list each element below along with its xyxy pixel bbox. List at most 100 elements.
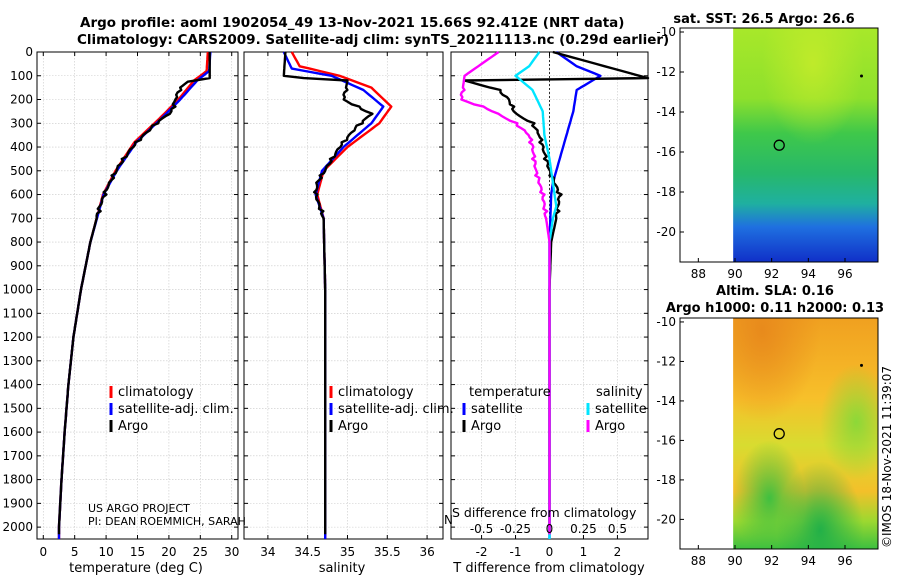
x-tick-label: 34.5 bbox=[294, 545, 321, 559]
depth-tick-label: 2000 bbox=[2, 520, 33, 534]
depth-tick-label: 0 bbox=[25, 45, 33, 59]
salinity-diff-ticks: -0.5 -0.25 0 0.25 0.5 bbox=[470, 522, 627, 536]
x-tick-label: 1 bbox=[580, 545, 588, 559]
secondary-tick-label: -0.25 bbox=[500, 522, 531, 536]
profile-location-marker bbox=[773, 428, 785, 440]
map-x-tick-label: 94 bbox=[801, 267, 816, 281]
x-tick-label: 2 bbox=[614, 545, 622, 559]
secondary-tick-label: 0 bbox=[546, 522, 554, 536]
profile-location-marker bbox=[773, 139, 785, 151]
imos-credit: ©IMOS 18-Nov-2021 11:39:07 bbox=[880, 365, 894, 548]
axes-frame bbox=[243, 51, 444, 540]
figure-title-line1: Argo profile: aoml 1902054_49 13-Nov-202… bbox=[80, 15, 625, 31]
map-x-tick-label: 96 bbox=[837, 554, 852, 568]
map-y-tick-label: -12 bbox=[656, 354, 676, 368]
series-satellite-adj-clim--line bbox=[57, 51, 212, 539]
map-x-tick-label: 92 bbox=[764, 554, 779, 568]
depth-tick-label: 300 bbox=[10, 116, 33, 130]
map-y-tick-label: -14 bbox=[656, 394, 676, 408]
legend-argo-label: Argo bbox=[118, 419, 148, 434]
series-satellite-adj-clim--line bbox=[282, 51, 385, 539]
depth-tick-label: 200 bbox=[10, 93, 33, 107]
legend-satellite-adj-label: satellite-adj. clim. bbox=[118, 402, 234, 417]
map-field-overlay bbox=[733, 318, 878, 549]
island-marker bbox=[860, 363, 863, 367]
legend3-temperature-heading: temperature bbox=[469, 385, 551, 400]
map-y-tick-label: -20 bbox=[656, 512, 676, 526]
depth-tick-label: 1000 bbox=[2, 283, 33, 297]
map-x-tick-label: 92 bbox=[764, 267, 779, 281]
depth-tick-label: 1600 bbox=[2, 425, 33, 439]
map-x-tick-label: 94 bbox=[801, 554, 816, 568]
temperature-legend: climatology satellite-adj. clim. Argo bbox=[109, 385, 234, 434]
depth-tick-label: 600 bbox=[10, 188, 33, 202]
difference-xlabel: T difference from climatology bbox=[452, 561, 645, 576]
series-argo-line bbox=[282, 51, 374, 535]
map-y-tick-label: -12 bbox=[656, 65, 676, 79]
map-x-tick-label: 88 bbox=[691, 267, 706, 281]
temperature-xlabel: temperature (deg C) bbox=[69, 561, 203, 576]
legend3-sal-argo-label: Argo bbox=[595, 419, 625, 434]
island-marker bbox=[860, 74, 863, 78]
x-tick-label: -1 bbox=[510, 545, 522, 559]
x-tick-label: 20 bbox=[161, 545, 176, 559]
map-x-tick-label: 90 bbox=[727, 267, 742, 281]
legend3-salinity-heading: salinity bbox=[596, 385, 643, 400]
depth-tick-label: 1500 bbox=[2, 401, 33, 415]
legend2-climatology-label: climatology bbox=[338, 385, 414, 400]
depth-tick-label: 700 bbox=[10, 211, 33, 225]
map-frame bbox=[679, 317, 879, 550]
project-label: US ARGO PROJECT bbox=[88, 502, 190, 515]
depth-tick-label: 800 bbox=[10, 235, 33, 249]
map-x-tick-label: 96 bbox=[837, 267, 852, 281]
depth-tick-label: 500 bbox=[10, 164, 33, 178]
map-x-tick-label: 90 bbox=[727, 554, 742, 568]
legend3-temp-satellite-label: satellite bbox=[471, 402, 523, 417]
sst-map-title: sat. SST: 26.5 Argo: 26.6 bbox=[673, 12, 854, 27]
legend3-sal-satellite-label: satellite bbox=[595, 402, 647, 417]
depth-tick-label: 100 bbox=[10, 69, 33, 83]
salinity-profile-panel: 34 34.5 35 35.5 36 bbox=[243, 51, 444, 559]
sla-map-panel: Altim. SLA: 0.16 Argo h1000: 0.11 h2000:… bbox=[656, 284, 884, 568]
sla-map-title-line1: Altim. SLA: 0.16 bbox=[716, 284, 834, 299]
sst-map-panel: sat. SST: 26.5 Argo: 26.6 88 90 92 94 96 -10 -… bbox=[656, 12, 879, 281]
legend-climatology-label: climatology bbox=[118, 385, 194, 400]
series-temperature-argo-line bbox=[463, 50, 650, 535]
x-tick-label: 15 bbox=[130, 545, 145, 559]
map-field-overlay bbox=[733, 28, 878, 262]
x-tick-label: 5 bbox=[71, 545, 79, 559]
salinity-diff-prefix: N bbox=[444, 513, 453, 527]
map-frame bbox=[679, 27, 879, 263]
depth-axis: 0 100 200 300 400 500 600 700 800 900 1000 1100 1200… bbox=[2, 45, 33, 534]
depth-tick-label: 1900 bbox=[2, 496, 33, 510]
depth-tick-label: 1200 bbox=[2, 330, 33, 344]
pi-label: PI: DEAN ROEMMICH, SARAH bbox=[88, 515, 246, 528]
depth-tick-label: 1800 bbox=[2, 473, 33, 487]
series-climatology-line bbox=[290, 51, 393, 539]
x-tick-label: 10 bbox=[98, 545, 113, 559]
map-y-tick-label: -14 bbox=[656, 105, 676, 119]
series-salinity-argo-line bbox=[459, 51, 551, 535]
series-temperature-satellite-line bbox=[548, 51, 602, 539]
map-y-tick-label: -16 bbox=[656, 433, 676, 447]
depth-tick-label: 1700 bbox=[2, 449, 33, 463]
x-tick-label: 30 bbox=[224, 545, 239, 559]
x-tick-label: 0 bbox=[546, 545, 554, 559]
series-argo-line bbox=[57, 52, 211, 535]
map-y-tick-label: -16 bbox=[656, 145, 676, 159]
series-climatology-line bbox=[57, 51, 209, 539]
map-y-tick-label: -18 bbox=[656, 185, 676, 199]
sla-map-title-line2: Argo h1000: 0.11 h2000: 0.13 bbox=[666, 301, 884, 316]
x-tick-label: 34 bbox=[260, 545, 275, 559]
secondary-tick-label: 0.25 bbox=[570, 522, 597, 536]
difference-legend: temperature salinity satellite Argo sate… bbox=[462, 385, 647, 434]
x-tick-label: 25 bbox=[193, 545, 208, 559]
map-x-tick-label: 88 bbox=[691, 554, 706, 568]
legend3-temp-argo-label: Argo bbox=[471, 419, 501, 434]
map-y-tick-label: -10 bbox=[656, 315, 676, 329]
x-tick-label: 35.5 bbox=[374, 545, 401, 559]
depth-tick-label: 900 bbox=[10, 259, 33, 273]
secondary-tick-label: -0.5 bbox=[470, 522, 493, 536]
salinity-diff-label: S difference from climatology bbox=[452, 505, 637, 520]
